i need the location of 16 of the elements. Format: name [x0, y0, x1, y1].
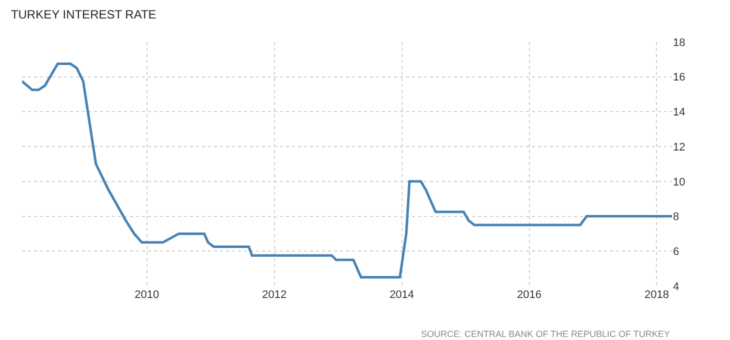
y-tick-label: 4 — [673, 280, 680, 293]
x-tick-label: 2016 — [517, 289, 542, 301]
line-series — [22, 62, 672, 279]
y-tick-label: 8 — [673, 211, 680, 224]
x-tick-label: 2018 — [644, 289, 669, 301]
x-tick-label: 2012 — [262, 289, 287, 301]
y-tick-label: 18 — [673, 36, 686, 49]
chart-title: TURKEY INTEREST RATE — [10, 8, 156, 22]
y-tick-label: 12 — [673, 141, 686, 154]
y-tick-label: 6 — [673, 246, 680, 258]
x-tick-label: 2014 — [390, 289, 414, 301]
y-tick-label: 10 — [673, 176, 686, 188]
y-tick-label: 16 — [673, 72, 686, 84]
source-note: SOURCE: CENTRAL BANK OF THE REPUBLIC OF TURKEY — [421, 329, 670, 339]
y-tick-label: 14 — [673, 106, 686, 119]
x-tick-label: 2010 — [134, 289, 160, 301]
